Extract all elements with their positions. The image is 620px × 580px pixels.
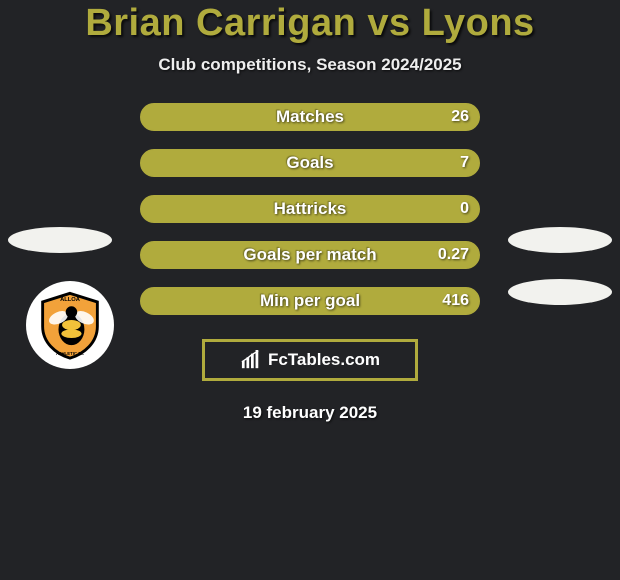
brand-suffix: Tables.com [288, 350, 380, 369]
stat-bar: Min per goal416 [140, 287, 480, 315]
comparison-chart: ALLOA ATHLETIC FC Matches26Goals7Hattric… [0, 103, 620, 315]
date-text: 19 february 2025 [243, 403, 377, 423]
stat-bar-fill [141, 104, 479, 130]
subtitle: Club competitions, Season 2024/2025 [158, 55, 461, 75]
badge-bottom-text: ATHLETIC FC [56, 351, 84, 356]
brand-text: FcTables.com [268, 350, 380, 370]
stat-bar: Goals7 [140, 149, 480, 177]
player-right-placeholder-1 [508, 227, 612, 253]
stat-bar-fill [141, 288, 479, 314]
stat-bar: Hattricks0 [140, 195, 480, 223]
brand-box: FcTables.com [202, 339, 418, 381]
stat-bar: Goals per match0.27 [140, 241, 480, 269]
page-title: Brian Carrigan vs Lyons [85, 2, 534, 45]
club-badge-left: ALLOA ATHLETIC FC [26, 281, 114, 369]
bars-column: Matches26 Goals7 Hattricks0 Goals per match… [140, 103, 480, 315]
brand-prefix: Fc [268, 350, 288, 369]
player-left-placeholder [8, 227, 112, 253]
player-right-placeholder-2 [508, 279, 612, 305]
brand-chart-icon [240, 350, 262, 370]
stat-bar: Matches26 [140, 103, 480, 131]
club-crest-icon: ALLOA ATHLETIC FC [34, 289, 106, 361]
stat-bar-fill [141, 196, 479, 222]
stat-bar-fill [141, 150, 479, 176]
stat-bar-fill [141, 242, 479, 268]
badge-top-text: ALLOA [60, 297, 80, 303]
